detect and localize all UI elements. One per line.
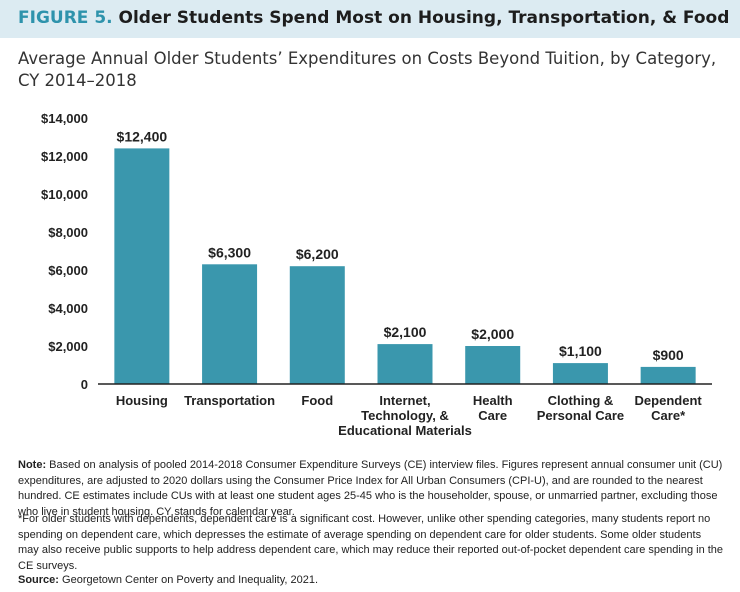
note-paragraph: Note: Based on analysis of pooled 2014-2… bbox=[18, 458, 724, 520]
note-text: Based on analysis of pooled 2014-2018 Co… bbox=[18, 459, 723, 518]
bar bbox=[114, 148, 170, 384]
x-axis: Housing Transportation Food Internet, Techno… bbox=[98, 383, 712, 438]
y-tick-label: $4,000 bbox=[48, 301, 88, 316]
chart-subtitle: Average Annual Older Students’ Expenditu… bbox=[18, 49, 717, 90]
x-category-label: Dependent Care* bbox=[635, 393, 703, 423]
x-category-label: Food bbox=[301, 393, 333, 408]
x-category-label: Housing bbox=[116, 393, 168, 408]
source-line: Source: Georgetown Center on Poverty and… bbox=[18, 573, 724, 589]
bar bbox=[202, 264, 258, 384]
footnote-paragraph: *For older students with dependents, dep… bbox=[18, 513, 724, 572]
bar-chart: 0 $2,000 $4,000 $6,000 $8,000 $10,000 $12,000 $… bbox=[41, 111, 712, 438]
bar-value-label: $6,300 bbox=[208, 244, 251, 260]
x-category-label: Transportation bbox=[184, 393, 275, 408]
bar-value-label: $2,000 bbox=[471, 326, 514, 342]
y-tick-label: $14,000 bbox=[41, 111, 88, 126]
y-tick-label: $2,000 bbox=[48, 339, 88, 354]
y-tick-label: $12,000 bbox=[41, 149, 88, 164]
y-tick-label: $8,000 bbox=[48, 225, 88, 240]
figure-title: Older Students Spend Most on Housing, Tr… bbox=[118, 8, 730, 28]
bar bbox=[465, 346, 521, 384]
bar-value-label: $12,400 bbox=[117, 128, 168, 144]
figure-label: FIGURE 5. bbox=[18, 8, 113, 28]
bar-value-label: $2,100 bbox=[384, 324, 427, 340]
y-axis: 0 $2,000 $4,000 $6,000 $8,000 $10,000 $12,000 $… bbox=[41, 111, 88, 392]
x-category-label: Clothing & Personal Care bbox=[537, 393, 624, 423]
bar bbox=[289, 266, 345, 384]
bar bbox=[640, 366, 696, 384]
bars: $12,400 $6,300 $6,200 $2,100 $2,000 $1,100 $90… bbox=[114, 128, 696, 384]
source-text: Georgetown Center on Poverty and Inequal… bbox=[58, 574, 319, 586]
y-tick-label: 0 bbox=[81, 377, 88, 392]
y-tick-label: $10,000 bbox=[41, 187, 88, 202]
y-tick-label: $6,000 bbox=[48, 263, 88, 278]
bar-value-label: $6,200 bbox=[296, 246, 339, 262]
figure-header: FIGURE 5. Older Students Spend Most on H… bbox=[0, 0, 740, 38]
note-label: Note: bbox=[18, 459, 47, 471]
bar-value-label: $1,100 bbox=[559, 343, 602, 359]
x-category-label: Health Care bbox=[473, 393, 513, 423]
bar-value-label: $900 bbox=[653, 347, 684, 363]
source-label: Source: bbox=[18, 574, 59, 586]
bar bbox=[377, 344, 433, 384]
x-category-label: Internet, Technology, & Educational Materi… bbox=[338, 393, 472, 438]
bar bbox=[552, 363, 608, 384]
